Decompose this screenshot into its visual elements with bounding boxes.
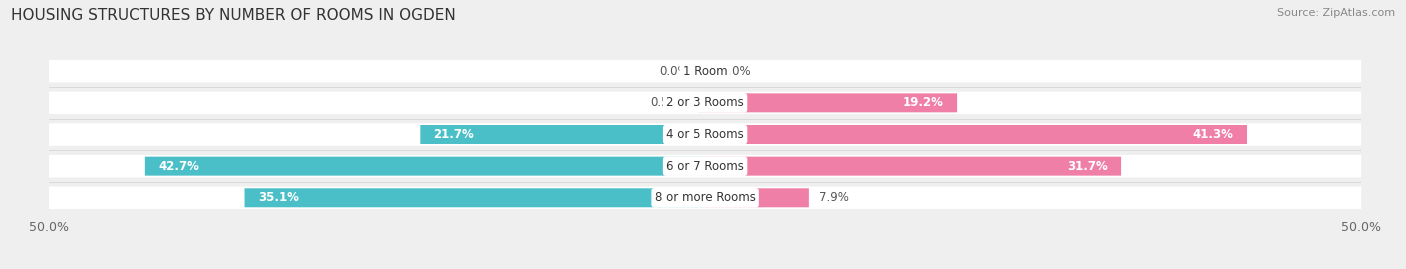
FancyBboxPatch shape [145,157,706,176]
FancyBboxPatch shape [704,157,1121,176]
Text: 19.2%: 19.2% [903,96,943,109]
FancyBboxPatch shape [704,93,957,112]
Text: HOUSING STRUCTURES BY NUMBER OF ROOMS IN OGDEN: HOUSING STRUCTURES BY NUMBER OF ROOMS IN… [11,8,456,23]
Text: 0.55%: 0.55% [651,96,688,109]
FancyBboxPatch shape [49,187,1361,209]
Text: 21.7%: 21.7% [433,128,474,141]
Text: 42.7%: 42.7% [157,160,200,173]
Text: 6 or 7 Rooms: 6 or 7 Rooms [666,160,744,173]
FancyBboxPatch shape [49,60,1361,82]
Text: Source: ZipAtlas.com: Source: ZipAtlas.com [1277,8,1395,18]
Text: 2 or 3 Rooms: 2 or 3 Rooms [666,96,744,109]
Text: 4 or 5 Rooms: 4 or 5 Rooms [666,128,744,141]
Text: 0.0%: 0.0% [659,65,689,78]
Text: 31.7%: 31.7% [1067,160,1108,173]
FancyBboxPatch shape [704,125,1247,144]
FancyBboxPatch shape [420,125,706,144]
FancyBboxPatch shape [704,188,808,207]
Text: 35.1%: 35.1% [257,191,298,204]
Text: 8 or more Rooms: 8 or more Rooms [655,191,755,204]
FancyBboxPatch shape [49,123,1361,146]
Text: 7.9%: 7.9% [820,191,849,204]
FancyBboxPatch shape [49,155,1361,177]
FancyBboxPatch shape [245,188,706,207]
Text: 41.3%: 41.3% [1192,128,1233,141]
FancyBboxPatch shape [697,93,706,112]
Text: 1 Room: 1 Room [683,65,727,78]
FancyBboxPatch shape [49,92,1361,114]
Text: 0.0%: 0.0% [721,65,751,78]
